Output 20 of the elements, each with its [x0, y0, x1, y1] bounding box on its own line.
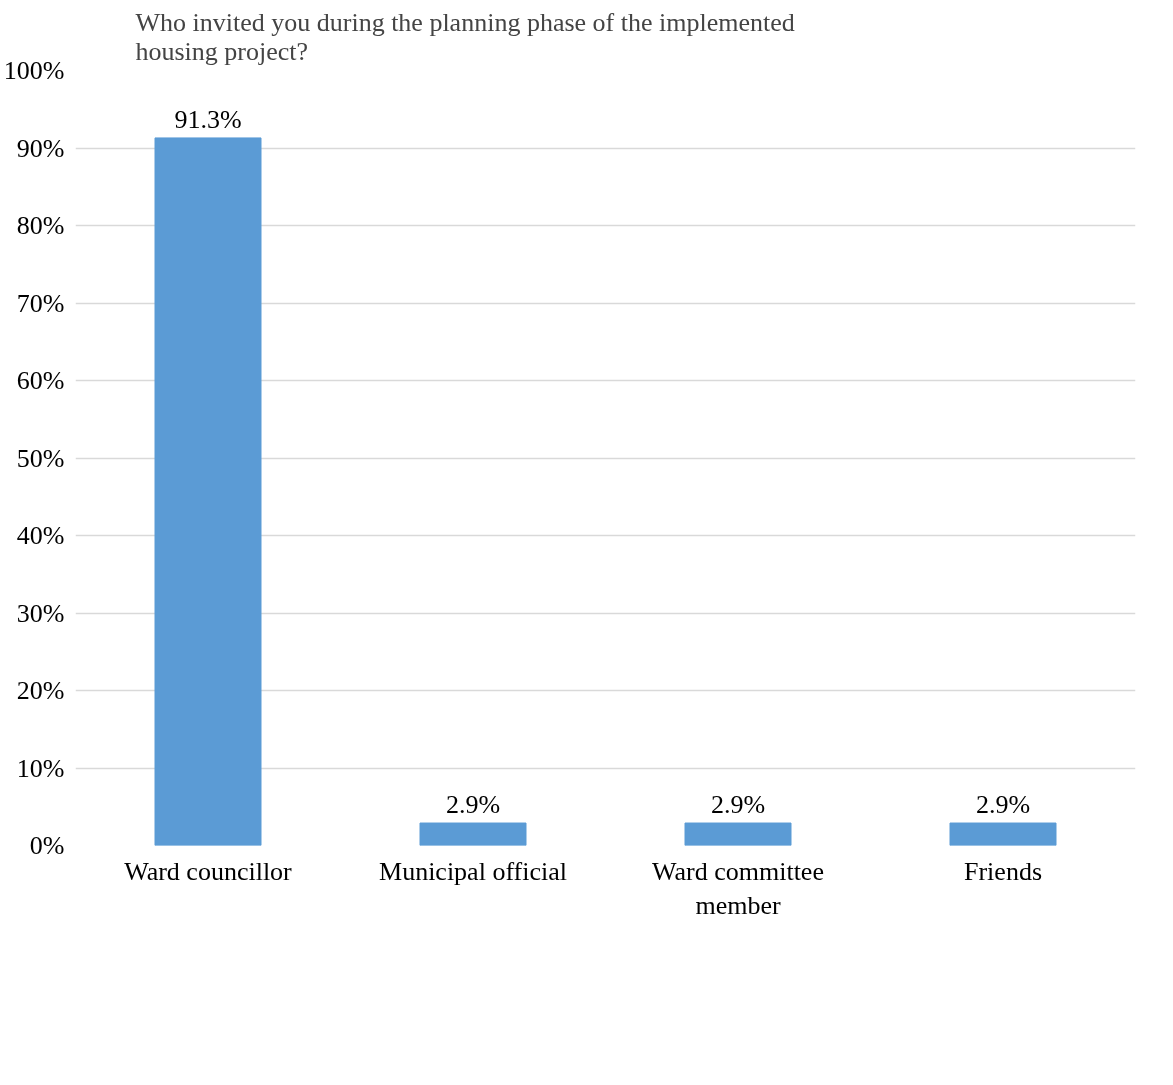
y-tick-label: 90% [16, 133, 65, 163]
chart-title: Who invited you during the planning phase of the implemented housing project? [135, 7, 795, 66]
data-label: 2.9% [710, 790, 766, 820]
data-label: 91.3% [174, 104, 242, 134]
x-tick-label: Municipal official [379, 856, 567, 886]
y-tick-label: 70% [16, 288, 65, 318]
y-tick-label: 80% [16, 211, 65, 240]
y-tick-label: 10% [16, 753, 65, 783]
y-tick-label: 20% [16, 676, 65, 705]
data-label: 2.9% [445, 790, 501, 820]
x-tick-label: Ward councillor [124, 856, 293, 886]
y-tick-label: 50% [16, 443, 65, 473]
y-tick-label: 30% [16, 598, 65, 628]
data-label: 2.9% [975, 790, 1031, 820]
y-tick-label: 100% [3, 56, 65, 85]
x-tick-label: Ward committee member [652, 856, 824, 921]
y-tick-label: 0% [29, 831, 65, 860]
x-tick-label: Friends [964, 856, 1042, 886]
y-tick-label: 60% [16, 366, 65, 395]
y-tick-label: 40% [16, 521, 65, 550]
